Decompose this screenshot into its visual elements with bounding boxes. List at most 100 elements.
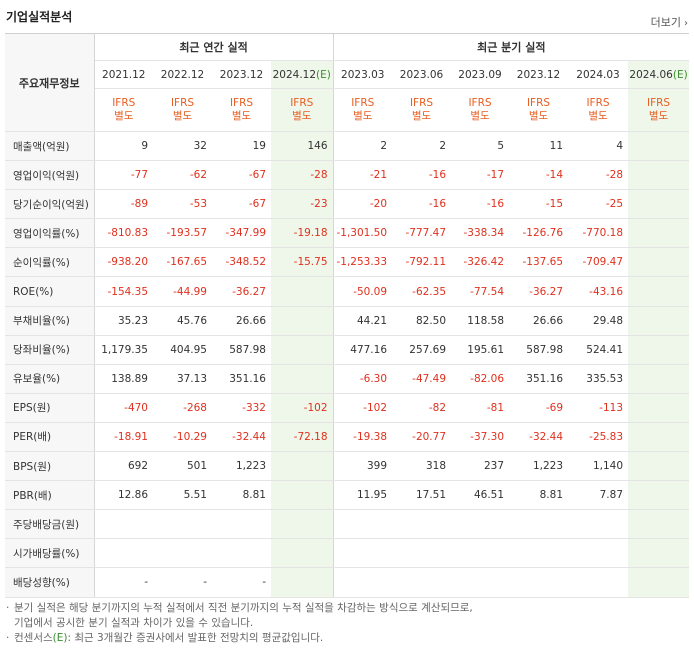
section-title: 기업실적분석	[6, 10, 73, 24]
table-cell: 237	[451, 451, 510, 482]
table-cell	[509, 538, 569, 569]
table-cell: 587.98	[212, 335, 271, 365]
table-cell	[392, 538, 452, 569]
ifrs-label: IFRS 별도	[451, 88, 510, 132]
period-header: 2024.12(E)	[271, 60, 334, 89]
table-cell	[568, 567, 629, 598]
table-cell: -50.09	[332, 276, 393, 307]
table-cell: -43.16	[568, 276, 629, 307]
table-cell: -1,301.50	[332, 218, 393, 249]
table-cell: -14	[509, 160, 569, 191]
table-row: 배당성향(%) - - -	[5, 567, 690, 598]
table-cell	[628, 335, 690, 365]
row-label: 유보율(%)	[5, 364, 95, 394]
table-cell	[628, 480, 690, 511]
table-row: 영업이익(억원) -77 -62 -67 -28 -21 -16 -17 -14 -28	[5, 160, 690, 191]
table-cell	[451, 509, 510, 540]
more-link[interactable]: 더보기 ›	[651, 14, 688, 30]
table-cell: 195.61	[451, 335, 510, 365]
table-cell: -21	[332, 160, 393, 191]
table-cell	[332, 509, 393, 540]
table-cell: -470	[94, 392, 153, 423]
row-label: 매출액(억원)	[5, 131, 95, 162]
table-cell	[271, 538, 334, 569]
estimate-mark: (E)	[672, 68, 688, 81]
table-cell: 501	[153, 451, 212, 482]
table-cell: -20	[332, 189, 393, 220]
table-cell: -36.27	[212, 276, 271, 307]
table-cell: 477.16	[332, 335, 393, 365]
table-cell: 351.16	[212, 364, 271, 394]
table-cell: 399	[332, 451, 393, 482]
table-cell: -167.65	[153, 247, 212, 278]
table-cell: 8.81	[509, 480, 569, 511]
row-label: ROE(%)	[5, 276, 95, 307]
table-cell: -326.42	[451, 247, 510, 278]
row-label: 부채비율(%)	[5, 305, 95, 336]
period-header: 2023.09	[451, 60, 510, 89]
table-cell: -89	[94, 189, 153, 220]
table-cell	[212, 509, 271, 540]
table-cell: -28	[271, 160, 334, 191]
table-cell	[628, 189, 690, 220]
row-label: EPS(원)	[5, 392, 95, 423]
table-row: PER(배) -18.91 -10.29 -32.44 -72.18 -19.38 -20.…	[5, 422, 690, 453]
table-cell: -17	[451, 160, 510, 191]
table-cell: -332	[212, 392, 271, 423]
table-cell: 1,223	[509, 451, 569, 482]
ifrs-label: IFRS 별도	[153, 88, 212, 132]
period-label: 2021.12	[102, 68, 146, 81]
table-row: ROE(%) -154.35 -44.99 -36.27 -50.09 -62.35 -77…	[5, 276, 690, 307]
table-cell: -193.57	[153, 218, 212, 249]
table-cell: 2	[332, 131, 393, 162]
table-cell: -102	[271, 392, 334, 423]
table-cell: 82.50	[392, 305, 452, 336]
table-cell	[94, 538, 153, 569]
table-cell: 19	[212, 131, 271, 162]
table-cell: -28	[568, 160, 629, 191]
table-cell: -102	[332, 392, 393, 423]
table-cell: 45.76	[153, 305, 212, 336]
table-cell	[332, 567, 393, 598]
ifrs-label: IFRS 별도	[568, 88, 629, 132]
footnote-2: · 컨센서스(E): 최근 3개월간 증권사에서 발표한 전망치의 평균값입니다.	[6, 632, 324, 644]
table-cell: 5.51	[153, 480, 212, 511]
table-cell: 2	[392, 131, 452, 162]
table-cell	[212, 538, 271, 569]
table-cell	[509, 567, 569, 598]
table-cell: -810.83	[94, 218, 153, 249]
table-cell: 335.53	[568, 364, 629, 394]
table-cell: -19.18	[271, 218, 334, 249]
table-row: 유보율(%) 138.89 37.13 351.16 -6.30 -47.49 -82.06…	[5, 364, 690, 394]
table-cell: -348.52	[212, 247, 271, 278]
ifrs-label: IFRS 별도	[392, 88, 452, 132]
table-cell: -137.65	[509, 247, 569, 278]
table-cell: 8.81	[212, 480, 271, 511]
period-header: 2023.12	[509, 60, 569, 89]
annual-group-header: 최근 연간 실적	[94, 33, 334, 61]
table-cell	[392, 509, 452, 540]
financial-table: 주요재무정보 최근 연간 실적 최근 분기 실적 2021.12 2022.12 2…	[5, 33, 690, 598]
table-cell: -	[212, 567, 271, 598]
table-cell: -	[94, 567, 153, 598]
table-cell: -32.44	[212, 422, 271, 453]
table-cell: 37.13	[153, 364, 212, 394]
table-cell	[628, 218, 690, 249]
table-cell	[451, 538, 510, 569]
table-cell: 318	[392, 451, 452, 482]
period-label: 2023.12	[219, 68, 264, 81]
period-label: 2024.06	[629, 68, 673, 81]
table-cell: 26.66	[509, 305, 569, 336]
row-label: 영업이익률(%)	[5, 218, 95, 249]
table-cell: -938.20	[94, 247, 153, 278]
table-cell: 44.21	[332, 305, 393, 336]
table-cell: -	[153, 567, 212, 598]
footnote-1-cont: 기업에서 공시한 분기 실적과 차이가 있을 수 있습니다.	[14, 617, 254, 629]
table-cell	[628, 305, 690, 336]
table-cell: -37.30	[451, 422, 510, 453]
table-cell: 7.87	[568, 480, 629, 511]
table-cell: 146	[271, 131, 334, 162]
period-header: 2023.06	[392, 60, 452, 89]
table-cell: -6.30	[332, 364, 393, 394]
table-cell: -82.06	[451, 364, 510, 394]
